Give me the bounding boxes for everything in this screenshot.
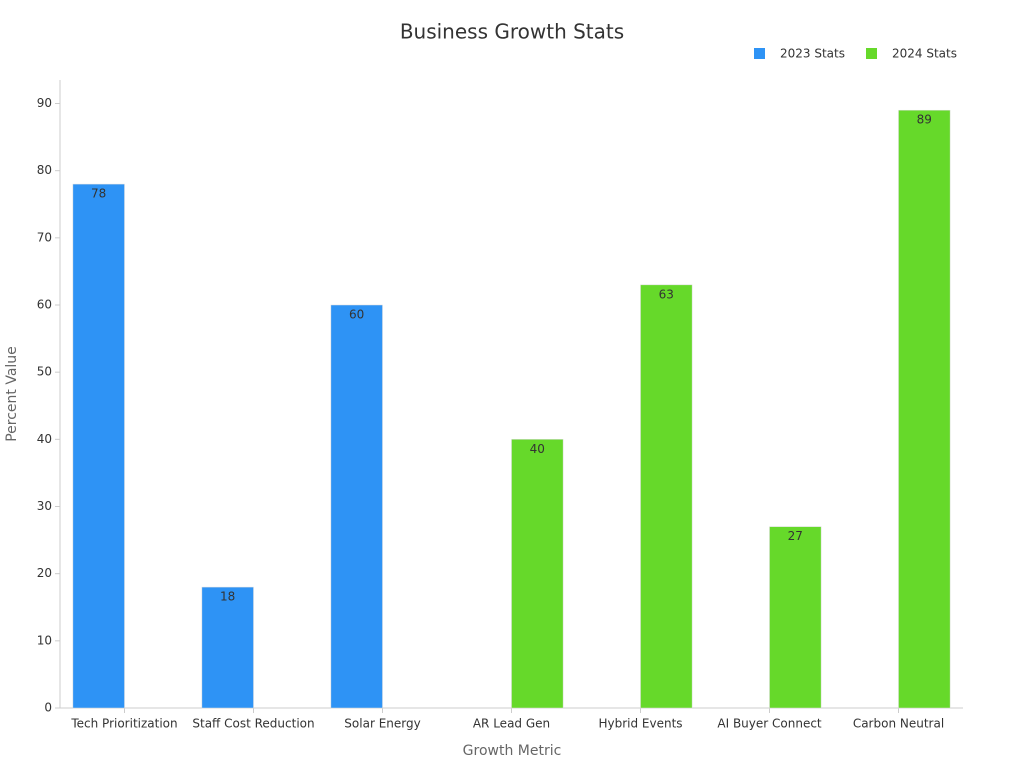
bar [769,526,822,709]
data-label: 40 [530,442,545,456]
chart-title: Business Growth Stats [400,20,624,44]
legend-swatch [754,48,765,59]
x-tick-label: AR Lead Gen [473,717,550,731]
bar [640,284,693,709]
data-label: 78 [91,187,106,201]
x-tick-label: Carbon Neutral [853,717,944,731]
y-tick-label: 30 [37,499,52,513]
y-tick-label: 90 [37,96,52,110]
bar [511,439,564,709]
legend-label: 2023 Stats [780,47,845,61]
data-label: 89 [917,113,932,127]
bar [72,183,125,709]
legend-swatch [866,48,877,59]
y-tick-label: 0 [44,701,52,715]
x-tick-label: Solar Energy [344,717,420,731]
y-tick-label: 70 [37,230,52,244]
data-label: 18 [220,590,235,604]
data-label: 60 [349,308,364,322]
y-tick-label: 60 [37,298,52,312]
y-tick-label: 20 [37,566,52,580]
x-tick-label: AI Buyer Connect [717,717,822,731]
bar [898,109,951,709]
y-axis-label: Percent Value [4,346,20,442]
x-tick-label: Hybrid Events [598,717,682,731]
data-label: 63 [659,287,674,301]
bar [330,304,383,709]
x-tick-label: Tech Prioritization [70,717,177,731]
x-axis-label: Growth Metric [463,743,562,759]
y-tick-label: 40 [37,432,52,446]
y-tick-label: 80 [37,163,52,177]
x-tick-label: Staff Cost Reduction [192,717,314,731]
legend-label: 2024 Stats [892,47,957,61]
y-tick-label: 10 [37,633,52,647]
y-tick-label: 50 [37,365,52,379]
bar [201,586,254,709]
data-label: 27 [788,529,803,543]
